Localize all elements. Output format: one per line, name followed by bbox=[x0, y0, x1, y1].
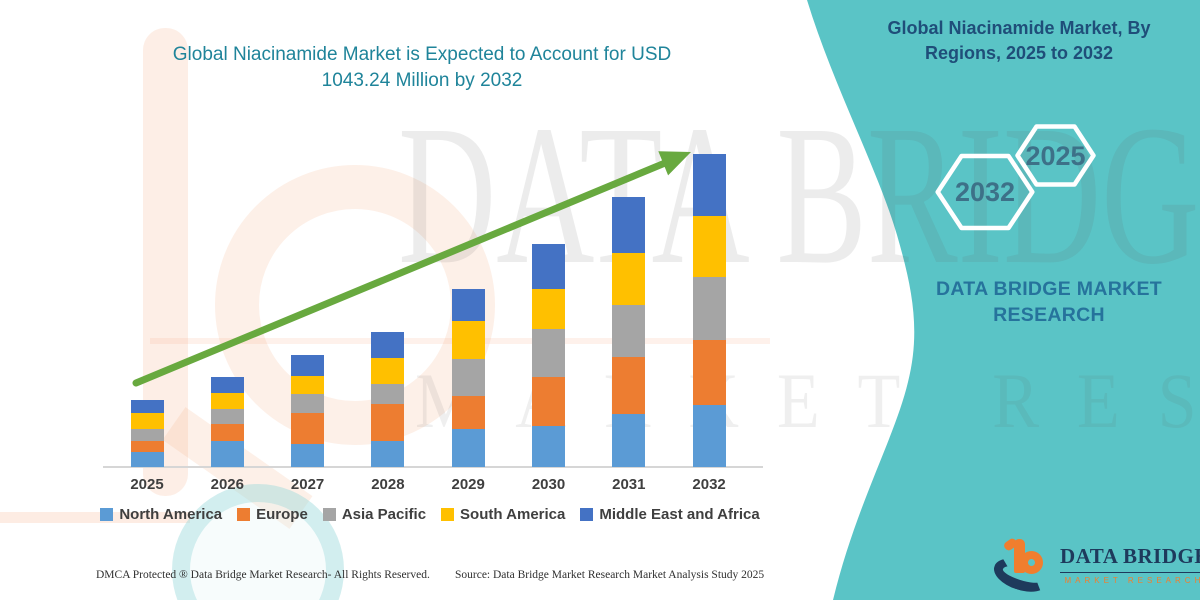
bar-segment bbox=[692, 339, 726, 405]
bar-segment bbox=[532, 289, 565, 330]
bar-segment bbox=[532, 425, 565, 467]
logo-tagline-text: MARKET RESEARCH bbox=[1064, 575, 1200, 585]
stacked-bar-2028 bbox=[371, 332, 405, 467]
stacked-bar-2027 bbox=[291, 355, 325, 467]
x-axis-label-2030: 2030 bbox=[531, 476, 566, 493]
chart-headline-line2: 1043.24 Million by 2032 bbox=[321, 70, 523, 91]
legend-swatch-icon bbox=[441, 508, 455, 521]
bar-segment bbox=[210, 377, 244, 394]
stacked-bar-2031 bbox=[612, 197, 646, 467]
bar-segment bbox=[692, 215, 726, 278]
bar-segment bbox=[532, 329, 565, 378]
legend-item: North America bbox=[100, 506, 222, 523]
side-panel-title-line1: Global Niacinamide Market, By bbox=[887, 18, 1151, 38]
bar-segment bbox=[210, 409, 244, 424]
side-panel-title: Global Niacinamide Market, By Regions, 2… bbox=[858, 16, 1180, 66]
legend-item: Europe bbox=[237, 506, 308, 523]
legend-swatch-icon bbox=[100, 508, 114, 521]
logo-b-bowl-icon bbox=[1020, 551, 1043, 574]
bar-segment bbox=[291, 375, 325, 395]
bar-segment bbox=[451, 359, 485, 396]
bar-segment bbox=[210, 393, 244, 410]
dmca-notice: DMCA Protected ® Data Bridge Market Rese… bbox=[96, 569, 430, 581]
x-axis-label-2025: 2025 bbox=[130, 476, 164, 493]
bar-segment bbox=[130, 428, 164, 441]
databridge-logo-icon bbox=[989, 536, 1053, 598]
bar-segment bbox=[612, 197, 646, 253]
stacked-bar-2029 bbox=[451, 288, 485, 467]
legend-label: Asia Pacific bbox=[341, 506, 427, 523]
source-note: Source: Data Bridge Market Research Mark… bbox=[455, 569, 765, 581]
bar-segment bbox=[291, 355, 325, 376]
x-axis-line bbox=[103, 466, 763, 468]
logo-name-text: DATA BRIDGE bbox=[1060, 544, 1200, 573]
legend-item: South America bbox=[441, 506, 565, 523]
bar-segment bbox=[130, 399, 164, 414]
bar-segment bbox=[612, 252, 646, 306]
legend-label: Europe bbox=[256, 506, 308, 523]
legend-label: Middle East and Africa bbox=[599, 506, 760, 523]
bar-segment bbox=[692, 154, 726, 216]
bar-segment bbox=[451, 321, 485, 360]
stacked-bar-2032 bbox=[692, 154, 726, 467]
bar-segment bbox=[130, 452, 164, 467]
bar-segment bbox=[291, 412, 325, 444]
bar-segment bbox=[291, 443, 325, 467]
bar-segment bbox=[371, 440, 405, 467]
legend-swatch-icon bbox=[237, 508, 251, 521]
legend-item: Middle East and Africa bbox=[580, 506, 760, 523]
bar-segment bbox=[612, 357, 646, 414]
stacked-bar-2025 bbox=[130, 399, 164, 467]
bar-segment bbox=[210, 440, 244, 467]
logo-text-block: DATA BRIDGE MARKET RESEARCH bbox=[1060, 544, 1200, 585]
bar-segment bbox=[130, 440, 164, 453]
stacked-bar-2030 bbox=[532, 243, 565, 467]
bar-segment bbox=[371, 383, 405, 405]
logo-b-stem-icon bbox=[1014, 539, 1025, 573]
legend-label: North America bbox=[119, 506, 223, 523]
bar-segment bbox=[612, 305, 646, 358]
x-axis-label-2029: 2029 bbox=[451, 476, 485, 493]
bar-segment bbox=[532, 243, 565, 290]
chart-headline-line1: Global Niacinamide Market is Expected to… bbox=[172, 44, 672, 65]
legend-item: Asia Pacific bbox=[322, 506, 427, 523]
x-axis-label-2031: 2031 bbox=[612, 476, 646, 493]
x-axis-label-2026: 2026 bbox=[210, 476, 244, 493]
bar-segment bbox=[692, 277, 726, 340]
bar-segment bbox=[612, 413, 646, 467]
brand-name-line2: RESEARCH bbox=[993, 304, 1105, 326]
bar-segment bbox=[291, 394, 325, 413]
bar-segment bbox=[130, 413, 164, 429]
brand-name-line1: DATA BRIDGE MARKET bbox=[935, 278, 1163, 300]
bar-segment bbox=[532, 377, 565, 426]
brand-name-text: DATA BRIDGE MARKET RESEARCH bbox=[928, 276, 1170, 328]
bar-segment bbox=[371, 332, 405, 358]
side-panel-title-line2: Regions, 2025 to 2032 bbox=[924, 43, 1114, 63]
databridge-logo: DATA BRIDGE MARKET RESEARCH bbox=[989, 534, 1200, 598]
stacked-bar-2026 bbox=[210, 377, 244, 467]
bar-segment bbox=[210, 423, 244, 441]
legend-swatch-icon bbox=[322, 508, 336, 521]
x-axis-label-2027: 2027 bbox=[290, 476, 325, 493]
bar-segment bbox=[451, 288, 485, 322]
bar-segment bbox=[451, 428, 485, 467]
x-axis-label-2028: 2028 bbox=[371, 476, 405, 493]
legend-swatch-icon bbox=[580, 508, 594, 521]
chart-legend: North America Europe Asia Pacific South Ame… bbox=[95, 506, 765, 523]
bar-segment bbox=[371, 404, 405, 441]
chart-headline: Global Niacinamide Market is Expected to… bbox=[138, 42, 706, 94]
bar-segment bbox=[371, 357, 405, 384]
bar-segment bbox=[451, 395, 485, 429]
x-axis-label-2032: 2032 bbox=[692, 476, 726, 493]
legend-label: South America bbox=[460, 506, 566, 523]
bar-segment bbox=[692, 404, 726, 467]
